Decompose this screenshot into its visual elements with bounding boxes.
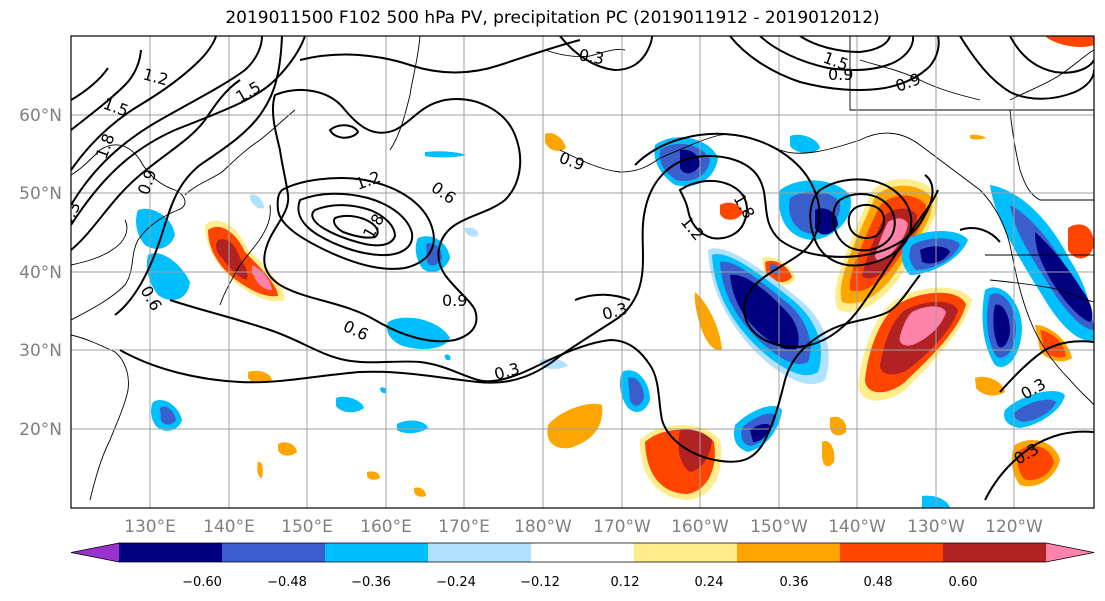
lon-label: 180°W [514, 517, 572, 537]
lat-label-30n: 30°N [19, 341, 62, 361]
lat-label-20n: 20°N [19, 420, 62, 440]
lon-label: 170°E [438, 517, 490, 537]
pv-contours [71, 36, 1094, 501]
lon-label: 140°W [828, 517, 886, 537]
lon-label: 170°W [593, 517, 651, 537]
colorbar-segment [119, 543, 223, 562]
colorbar-ticks: −0.60 −0.48 −0.36 −0.24 −0.12 0.12 0.24 … [182, 575, 977, 590]
colorbar-outline [70, 542, 1095, 563]
colorbar-tick-label: −0.60 [182, 575, 222, 590]
graticule [71, 36, 1094, 508]
colorbar-tick-label: 0.48 [864, 575, 893, 590]
colorbar-tick-label: −0.12 [520, 575, 560, 590]
colorbar-segment [222, 543, 326, 562]
latitude-labels: 60°N 50°N 40°N 30°N 20°N [19, 106, 62, 440]
colorbar-segment [634, 543, 738, 562]
colorbar-tick-label: −0.36 [351, 575, 391, 590]
map-frame [70, 35, 1095, 509]
lon-label: 160°W [671, 517, 729, 537]
colorbar-segment [325, 543, 429, 562]
colorbar-tick-label: 0.12 [611, 575, 640, 590]
longitude-labels: 130°E 140°E 150°E 160°E 170°E 180°W 170°… [124, 517, 1043, 537]
colorbar-tick-label: 0.36 [780, 575, 809, 590]
map-title: 2019011500 F102 500 hPa PV, precipitatio… [225, 8, 880, 28]
lat-label-50n: 50°N [19, 184, 62, 204]
lon-label: 140°E [203, 517, 255, 537]
lon-label: 150°W [750, 517, 808, 537]
lon-label: 150°E [281, 517, 333, 537]
lat-label-60n: 60°N [19, 106, 62, 126]
colorbar-tick-label: 0.24 [695, 575, 724, 590]
colorbar-segment [943, 543, 1047, 562]
contour-label: 0.3 [577, 45, 605, 68]
colorbar-segment [737, 543, 841, 562]
lon-label: 160°E [360, 517, 412, 537]
lat-label-40n: 40°N [19, 263, 62, 283]
contour-label: 0.9 [828, 65, 853, 84]
lon-label: 130°E [124, 517, 176, 537]
colorbar-segment [531, 543, 635, 562]
colorbar-segment [840, 543, 944, 562]
contour-label: 0.9 [442, 291, 467, 310]
colorbar-tick-label: 0.60 [949, 575, 978, 590]
colorbar-tick-label: −0.48 [267, 575, 307, 590]
colorbar-tick-label: −0.24 [436, 575, 476, 590]
lon-label: 120°W [985, 517, 1043, 537]
lon-label: 130°W [907, 517, 965, 537]
colorbar-extend-max [1046, 543, 1094, 562]
colorbar-extend-min [71, 543, 119, 562]
colorbar [70, 542, 1095, 563]
colorbar-segment [428, 543, 532, 562]
